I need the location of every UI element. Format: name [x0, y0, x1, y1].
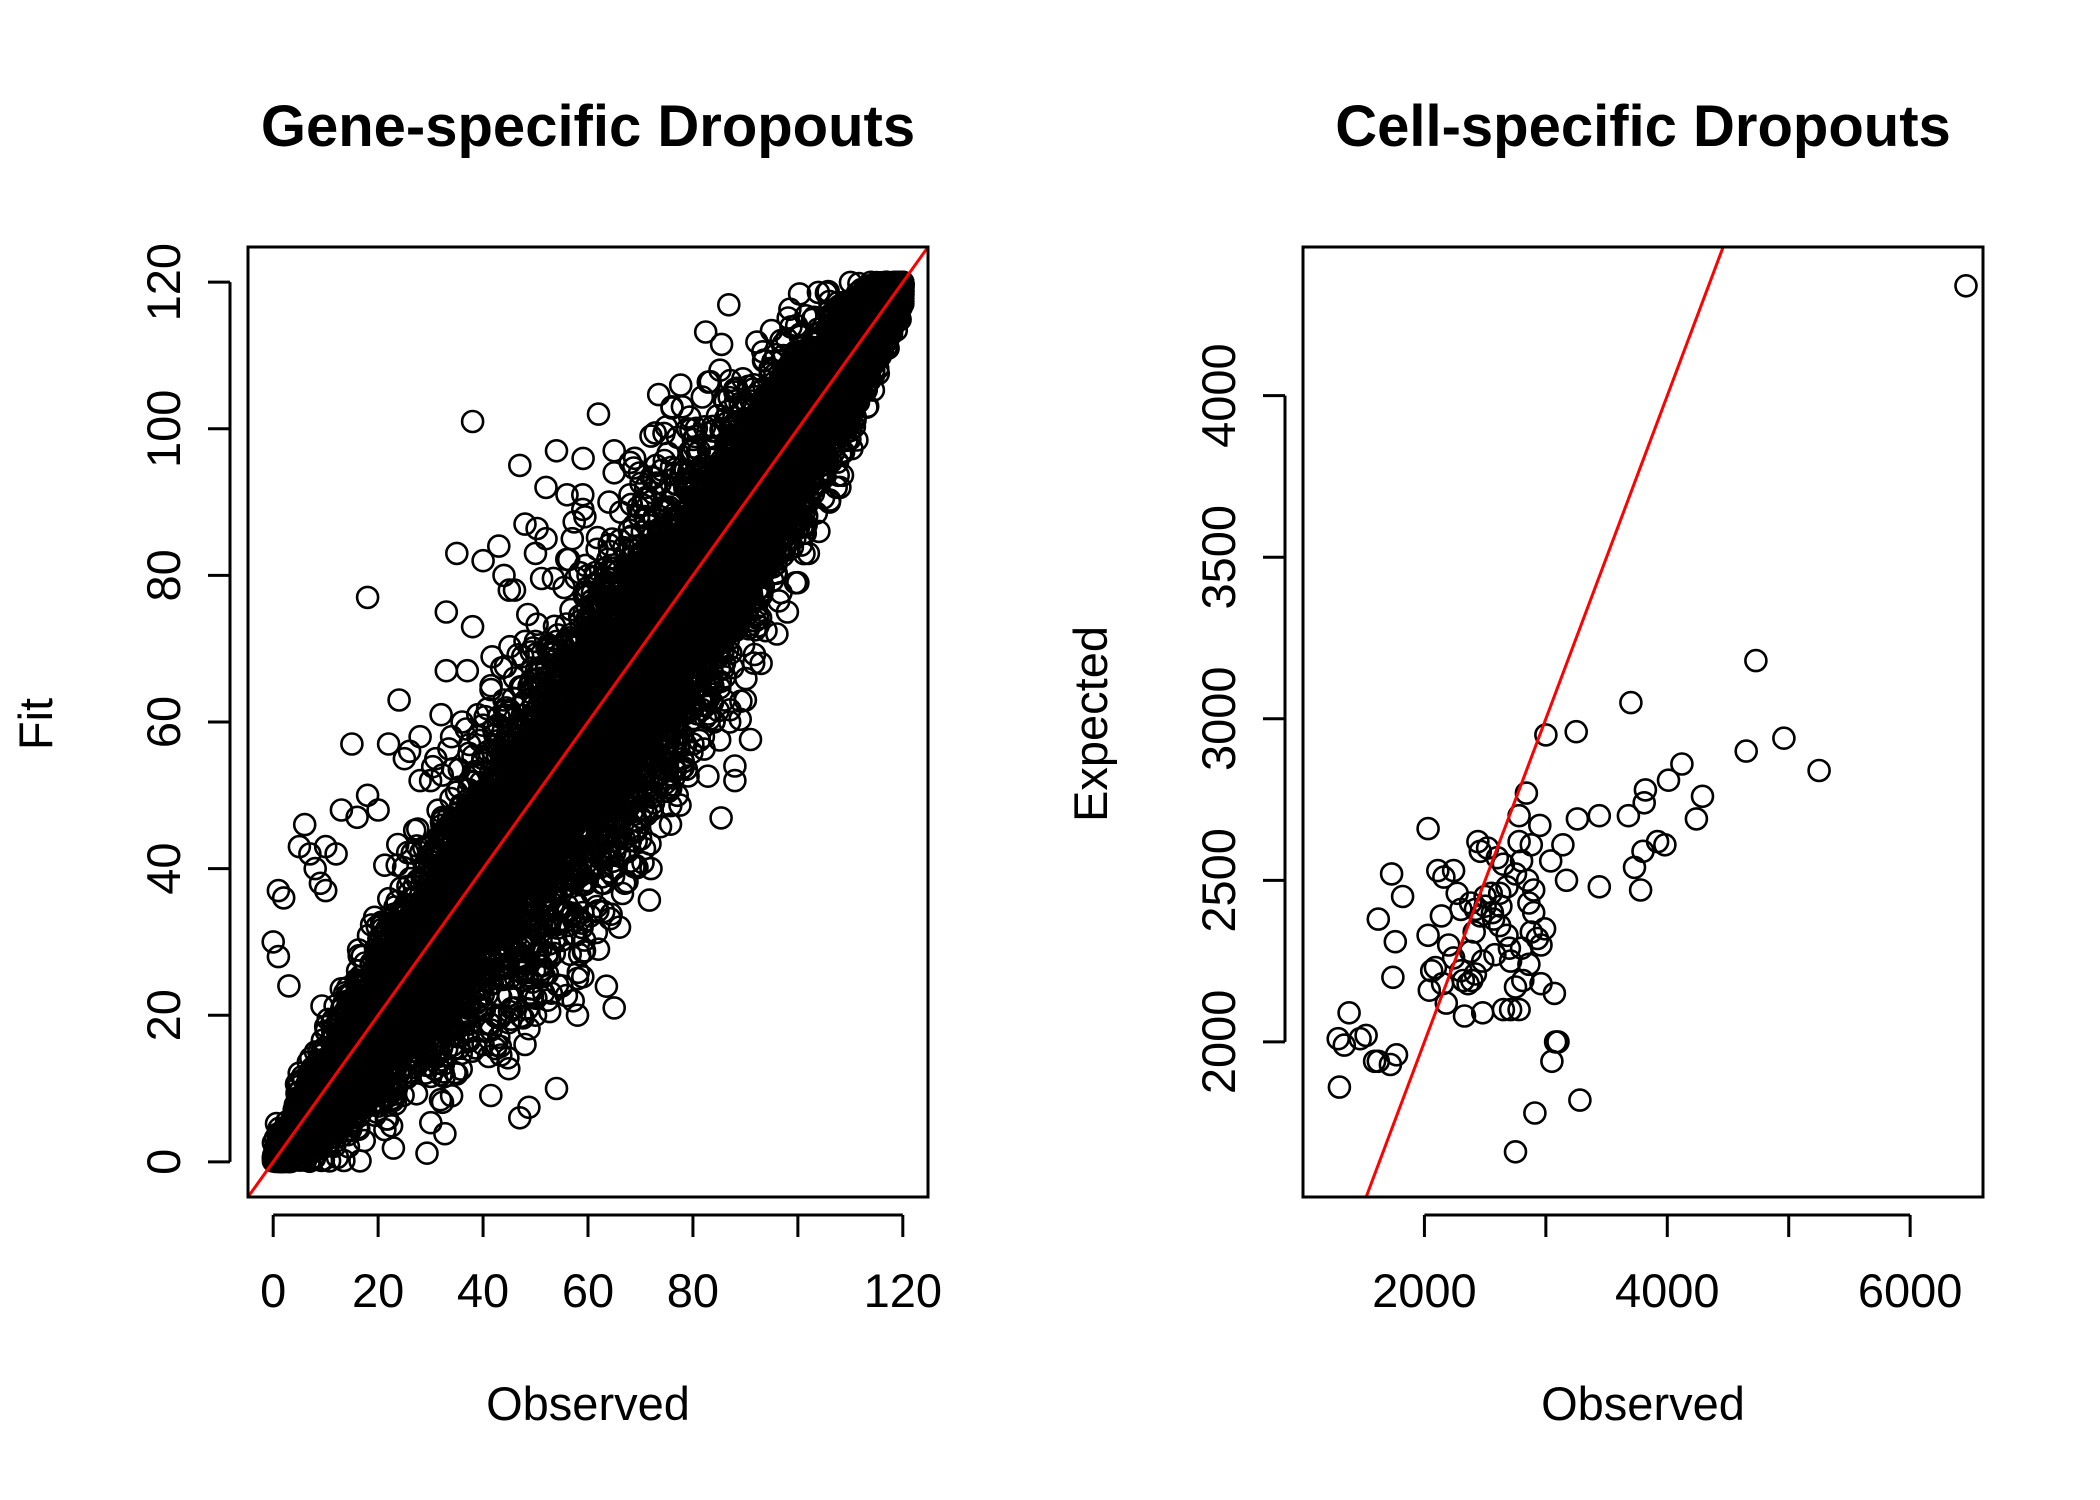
data-point	[415, 1141, 439, 1165]
data-point	[668, 373, 693, 397]
data-point	[571, 446, 595, 471]
data-point	[693, 320, 718, 344]
data-point	[648, 814, 673, 839]
data-point	[426, 798, 450, 823]
gene-dropouts-panel: Gene-specific Dropouts Observed Fit 0 20 4…	[9, 94, 942, 1430]
data-point	[418, 1110, 443, 1135]
data-point	[561, 988, 586, 1013]
data-point	[643, 421, 668, 445]
data-point	[738, 727, 763, 752]
data-point	[608, 528, 632, 553]
data-point	[622, 446, 647, 471]
data-point	[478, 1083, 503, 1108]
data-point	[562, 510, 587, 534]
chart-title: Gene-specific Dropouts	[261, 94, 915, 159]
data-point	[496, 1056, 521, 1081]
data-point	[709, 806, 733, 830]
x-axis-label: Observed	[486, 1377, 690, 1430]
y-axis-label: Fit	[9, 698, 62, 750]
data-point	[529, 566, 554, 591]
data-point	[687, 438, 712, 463]
